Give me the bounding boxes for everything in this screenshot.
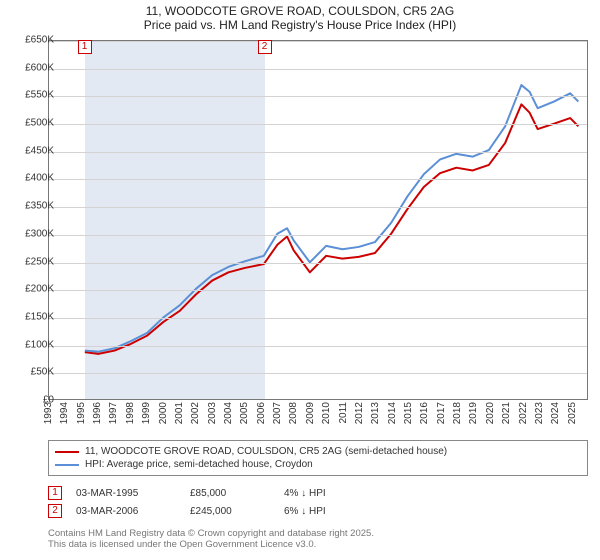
x-axis-label: 2007 <box>272 402 283 424</box>
y-axis-label: £350K <box>4 201 54 212</box>
legend-label: HPI: Average price, semi-detached house,… <box>85 459 313 470</box>
y-axis-label: £650K <box>4 35 54 46</box>
plot-marker: 2 <box>258 40 272 54</box>
x-axis-label: 2000 <box>158 402 169 424</box>
x-axis-label: 2024 <box>550 402 561 424</box>
x-axis-label: 2020 <box>485 402 496 424</box>
x-axis-label: 2023 <box>534 402 545 424</box>
event-table: 1 03-MAR-1995 £85,000 4% ↓ HPI 2 03-MAR-… <box>48 484 588 520</box>
y-axis-label: £200K <box>4 284 54 295</box>
x-axis-label: 2012 <box>354 402 365 424</box>
legend-item: 11, WOODCOTE GROVE ROAD, COULSDON, CR5 2… <box>55 445 581 458</box>
chart-titles: 11, WOODCOTE GROVE ROAD, COULSDON, CR5 2… <box>0 0 600 32</box>
legend-label: 11, WOODCOTE GROVE ROAD, COULSDON, CR5 2… <box>85 446 447 457</box>
attribution-line: This data is licensed under the Open Gov… <box>48 539 588 550</box>
legend-swatch <box>55 464 79 466</box>
event-marker-icon: 2 <box>48 504 62 518</box>
y-axis-label: £150K <box>4 311 54 322</box>
x-axis-label: 2004 <box>223 402 234 424</box>
x-axis-label: 2010 <box>321 402 332 424</box>
legend-item: HPI: Average price, semi-detached house,… <box>55 458 581 471</box>
x-axis-label: 1994 <box>59 402 70 424</box>
title-main: 11, WOODCOTE GROVE ROAD, COULSDON, CR5 2… <box>0 4 600 18</box>
event-date: 03-MAR-1995 <box>76 488 176 499</box>
x-axis-label: 2017 <box>436 402 447 424</box>
event-pct: 6% ↓ HPI <box>284 506 384 517</box>
x-axis-label: 2016 <box>419 402 430 424</box>
event-row: 1 03-MAR-1995 £85,000 4% ↓ HPI <box>48 484 588 502</box>
x-axis-label: 2019 <box>468 402 479 424</box>
event-price: £245,000 <box>190 506 270 517</box>
legend-swatch <box>55 451 79 453</box>
x-axis-label: 2025 <box>567 402 578 424</box>
x-axis-label: 1997 <box>108 402 119 424</box>
x-axis-label: 2001 <box>174 402 185 424</box>
x-axis-label: 1996 <box>92 402 103 424</box>
event-price: £85,000 <box>190 488 270 499</box>
x-axis-label: 2006 <box>256 402 267 424</box>
legend-box: 11, WOODCOTE GROVE ROAD, COULSDON, CR5 2… <box>48 440 588 476</box>
plot-marker: 1 <box>78 40 92 54</box>
x-axis-label: 2008 <box>288 402 299 424</box>
y-axis-label: £600K <box>4 62 54 73</box>
event-pct: 4% ↓ HPI <box>284 488 384 499</box>
x-axis-label: 2009 <box>305 402 316 424</box>
x-axis-label: 1999 <box>141 402 152 424</box>
y-axis-label: £250K <box>4 256 54 267</box>
title-sub: Price paid vs. HM Land Registry's House … <box>0 18 600 32</box>
y-axis-label: £500K <box>4 118 54 129</box>
y-axis-label: £550K <box>4 90 54 101</box>
x-axis-label: 2003 <box>207 402 218 424</box>
plot-area: 12 <box>48 40 588 400</box>
x-axis-label: 2011 <box>338 402 349 424</box>
event-date: 03-MAR-2006 <box>76 506 176 517</box>
chart-container: 11, WOODCOTE GROVE ROAD, COULSDON, CR5 2… <box>0 0 600 560</box>
x-axis-label: 1993 <box>43 402 54 424</box>
x-axis-label: 2021 <box>501 402 512 424</box>
attribution-text: Contains HM Land Registry data © Crown c… <box>48 528 588 550</box>
x-axis-label: 2005 <box>239 402 250 424</box>
x-axis-label: 2018 <box>452 402 463 424</box>
attribution-line: Contains HM Land Registry data © Crown c… <box>48 528 588 539</box>
event-row: 2 03-MAR-2006 £245,000 6% ↓ HPI <box>48 502 588 520</box>
x-axis-label: 2022 <box>518 402 529 424</box>
x-axis-label: 2014 <box>387 402 398 424</box>
x-axis-label: 2015 <box>403 402 414 424</box>
y-axis-label: £100K <box>4 339 54 350</box>
x-axis-label: 1998 <box>125 402 136 424</box>
x-axis-label: 1995 <box>76 402 87 424</box>
x-axis-label: 2013 <box>370 402 381 424</box>
y-axis-label: £400K <box>4 173 54 184</box>
y-axis-label: £300K <box>4 228 54 239</box>
series-line-price_paid <box>85 104 579 354</box>
event-marker-icon: 1 <box>48 486 62 500</box>
y-axis-label: £450K <box>4 145 54 156</box>
x-axis-label: 2002 <box>190 402 201 424</box>
y-axis-label: £50K <box>4 367 54 378</box>
